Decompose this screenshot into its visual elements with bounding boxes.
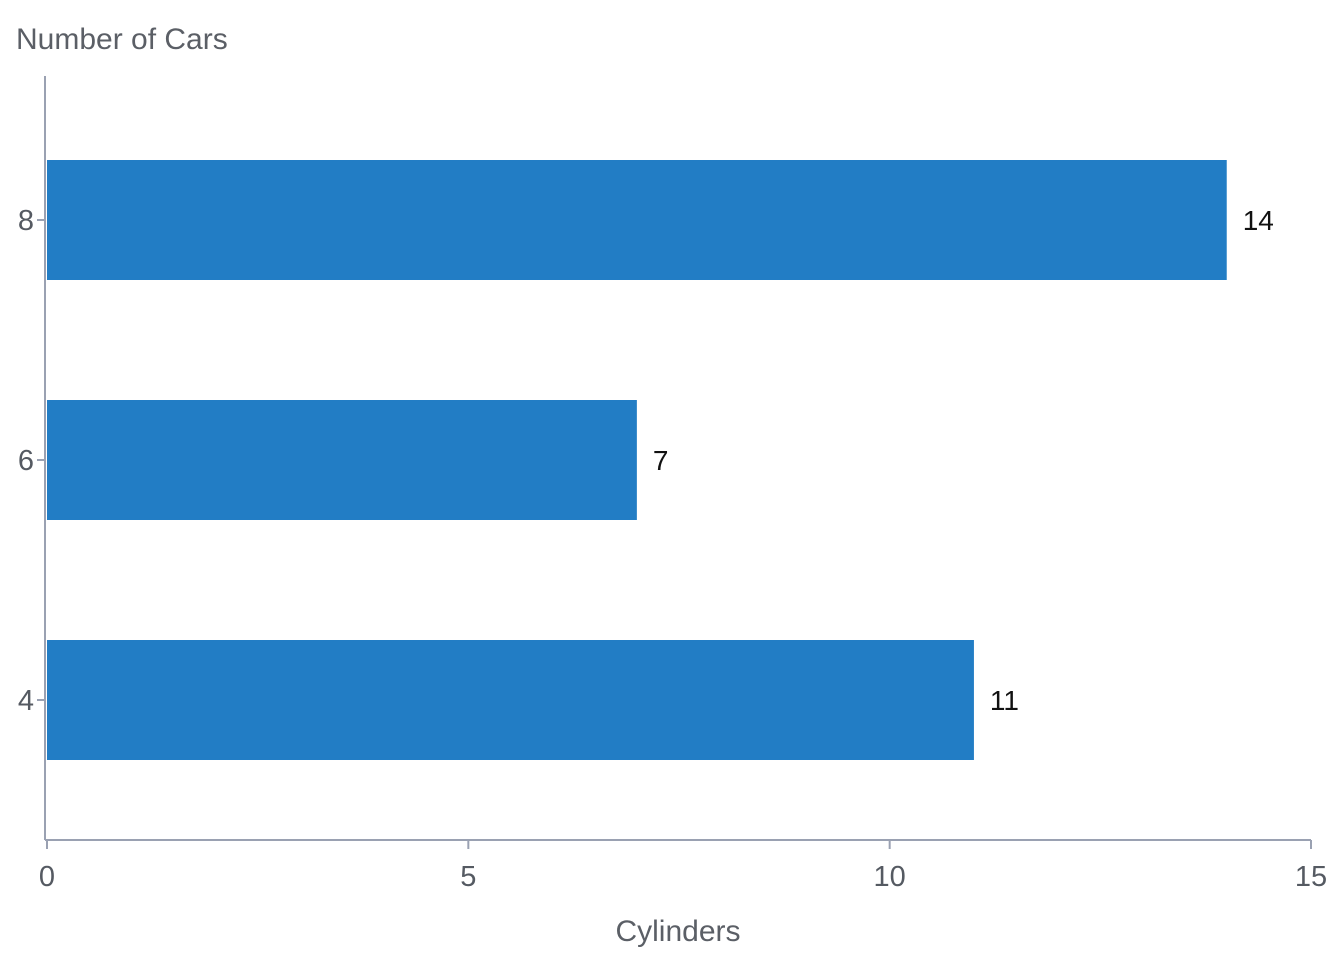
bar-6 <box>47 400 637 520</box>
value-label-4: 11 <box>990 685 1019 716</box>
x-tick-label-5: 5 <box>460 861 476 893</box>
x-axis-ticks: 0 5 10 15 <box>39 840 1327 893</box>
x-tick-label-15: 15 <box>1295 861 1327 893</box>
bar-4 <box>47 640 974 760</box>
y-tick-label-6: 6 <box>18 445 34 477</box>
value-label-8: 14 <box>1243 205 1274 236</box>
bar-8 <box>47 160 1227 280</box>
x-axis-title: Cylinders <box>615 915 740 948</box>
x-tick-label-10: 10 <box>874 861 906 893</box>
value-label-6: 7 <box>653 445 669 476</box>
y-axis-title: Number of Cars <box>16 23 228 56</box>
y-axis-ticks: 8 6 4 <box>18 205 45 717</box>
bars-group <box>47 160 1227 760</box>
y-tick-label-4: 4 <box>18 685 34 717</box>
value-labels-group: 14 7 11 <box>653 205 1274 716</box>
x-tick-label-0: 0 <box>39 861 55 893</box>
y-tick-label-8: 8 <box>18 205 34 237</box>
